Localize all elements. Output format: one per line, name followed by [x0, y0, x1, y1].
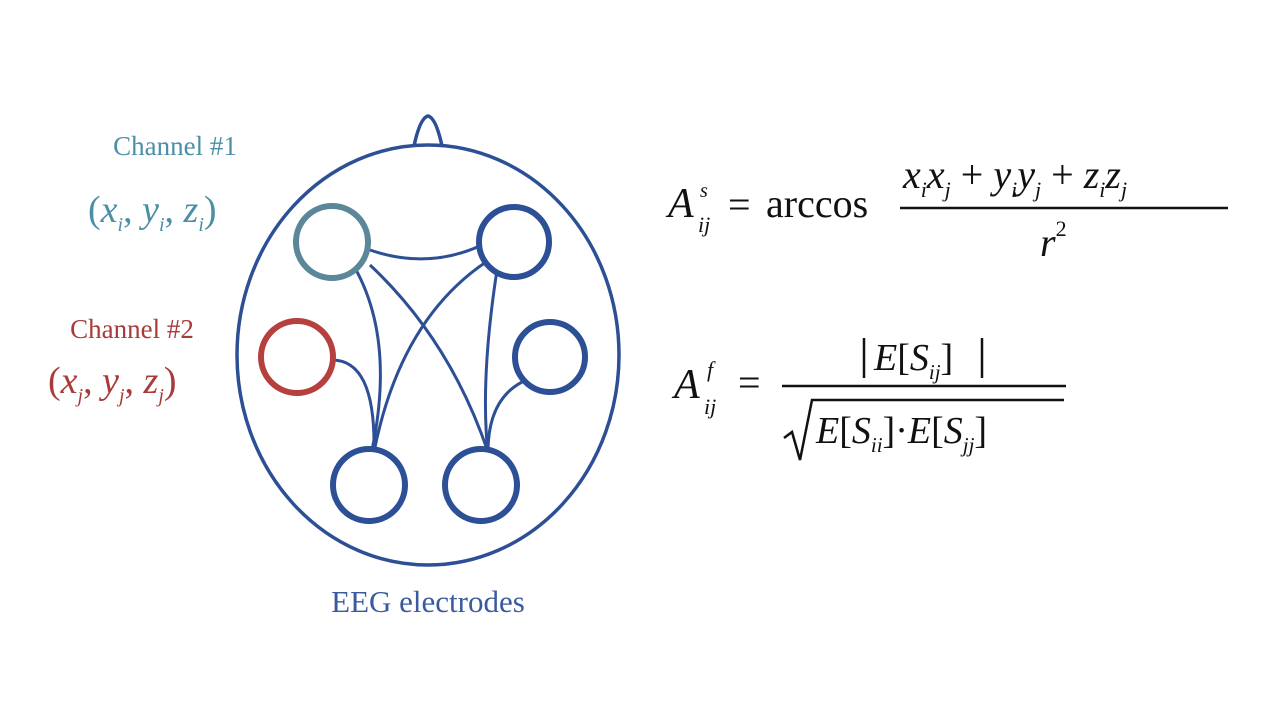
formula-sqrt-sign [783, 398, 1064, 461]
formula-functional-denominator: E[Sii]·E[Sjj] [815, 410, 987, 457]
connection-curve [353, 267, 382, 451]
channel-1-label: Channel #1 (xi, yi, zi) [88, 131, 237, 236]
electrode-channel-2 [258, 318, 336, 396]
formula-functional-numerator: E[Sij] [873, 337, 953, 384]
head-caption: EEG electrodes [331, 584, 525, 619]
electrode [442, 446, 520, 524]
formula-spatial-denominator: r2 [1040, 216, 1067, 265]
electrodes [258, 203, 588, 524]
electrode [512, 319, 588, 395]
connection-curve [486, 380, 523, 453]
connection-curve [372, 260, 487, 453]
formula-spatial-operator: arccos [766, 181, 868, 226]
electrode [476, 204, 552, 280]
connection-curve [331, 358, 376, 449]
connection-curve [368, 263, 490, 453]
formula-spatial-numerator: xixj + yiyj + zizj [902, 152, 1127, 202]
formula-spatial-equals: = [728, 182, 751, 227]
electrode-channel-1 [293, 203, 371, 281]
channel-1-title: Channel #1 [113, 131, 237, 161]
connection-curve [369, 243, 483, 261]
channel-2-coords: (xj, yj, zj) [48, 360, 177, 407]
channel-2-label: Channel #2 (xj, yj, zj) [48, 314, 194, 407]
channel-2-title: Channel #2 [70, 314, 194, 344]
head-nose [412, 114, 444, 147]
connections [331, 243, 523, 455]
electrode [330, 446, 408, 524]
channel-1-coords: (xi, yi, zi) [88, 189, 217, 236]
connection-curve [483, 269, 499, 455]
formula-functional-equals: = [738, 360, 761, 405]
